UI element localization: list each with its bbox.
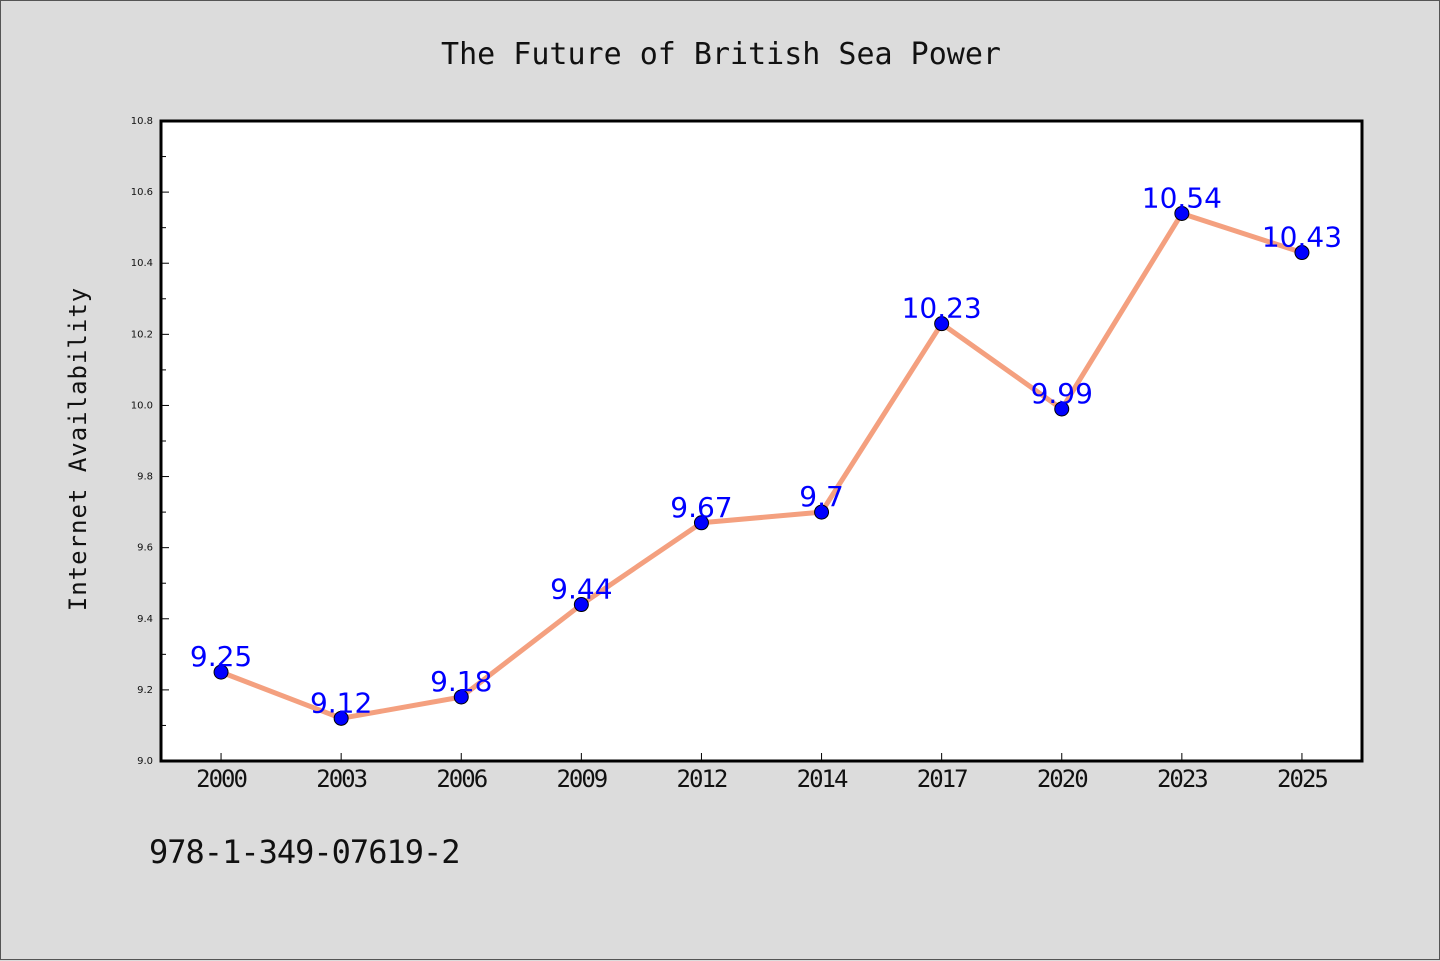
x-tick-label: 2003: [316, 765, 366, 793]
y-axis-label: Internet Availability: [64, 287, 92, 611]
data-label: 9.67: [670, 491, 732, 524]
data-label: 9.18: [430, 665, 492, 698]
x-tick-label: 2023: [1157, 765, 1207, 793]
x-tick-label: 2025: [1277, 765, 1327, 793]
data-point-marker: [453, 689, 469, 705]
data-point-marker: [1174, 205, 1190, 221]
data-label: 9.44: [550, 573, 612, 606]
y-axis-ticks: 9.0 9.2 9.4 9.6 9.8 10.0 10.2 10.4 10.6 10.8: [131, 116, 169, 767]
x-tick-label: 2012: [677, 765, 727, 793]
chart-title: The Future of British Sea Power: [441, 37, 1001, 72]
y-tick-label: 9.6: [137, 543, 153, 554]
x-tick-label: 2006: [436, 765, 486, 793]
data-label: 10.54: [1142, 181, 1222, 214]
data-label: 10.23: [902, 292, 982, 325]
series-layer: 9.25 9.12 9.18 9.44 9.67 9.7 10.23 9.99 10.54 10.…: [190, 181, 1342, 726]
data-point-marker: [814, 504, 830, 520]
y-tick-label: 10.2: [131, 329, 153, 340]
data-point-marker: [1294, 245, 1310, 261]
data-point-marker: [1054, 401, 1070, 417]
data-point-marker: [333, 710, 349, 726]
data-point-marker: [213, 664, 229, 680]
y-tick-label: 9.8: [137, 472, 153, 483]
series-line: [218, 210, 1305, 721]
x-tick-label: 2014: [797, 765, 848, 793]
y-tick-label: 9.0: [137, 756, 153, 767]
x-tick-label: 2020: [1037, 765, 1087, 793]
data-label: 10.43: [1262, 221, 1342, 254]
data-label: 9.99: [1031, 377, 1093, 410]
data-point-marker: [573, 597, 589, 613]
y-tick-label: 9.2: [137, 685, 153, 696]
footnote-text: 978-1-349-07619-2: [149, 833, 461, 871]
data-label: 9.25: [190, 640, 252, 673]
plot-area: [159, 119, 1364, 763]
x-axis-ticks: 2000 2003 2006 2009 2012 2014 2017 2020 2023 2025: [196, 753, 1329, 793]
data-label: 9.12: [310, 686, 372, 719]
y-tick-label: 10.4: [131, 258, 153, 269]
data-point-marker: [934, 316, 950, 332]
y-tick-label: 10.0: [131, 400, 153, 411]
x-tick-label: 2017: [917, 765, 967, 793]
y-tick-label: 10.6: [131, 187, 153, 198]
x-tick-label: 2000: [196, 765, 246, 793]
data-point-marker: [693, 515, 709, 531]
x-tick-label: 2009: [556, 765, 606, 793]
y-tick-label: 9.4: [137, 614, 153, 625]
data-label: 9.7: [799, 480, 844, 513]
y-tick-label: 10.8: [131, 116, 153, 127]
